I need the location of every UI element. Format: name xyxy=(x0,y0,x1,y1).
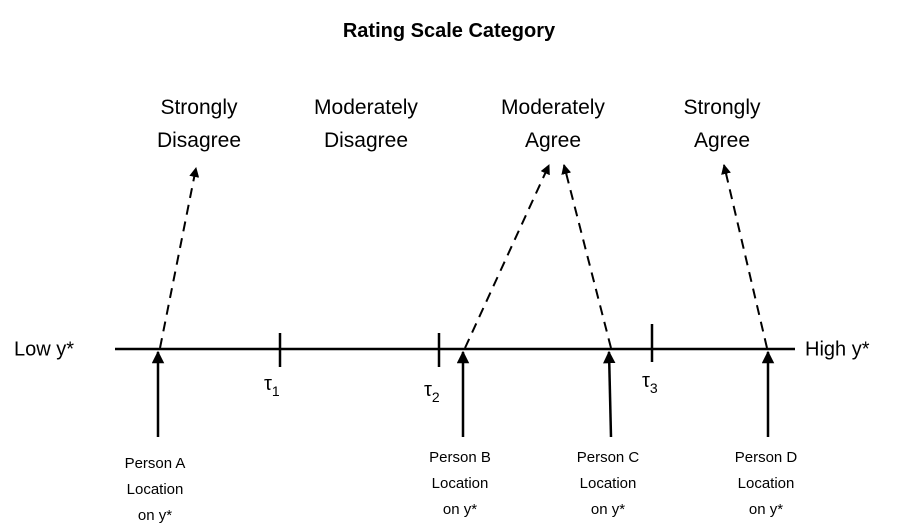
person-label: Person A xyxy=(125,455,186,472)
threshold-subscript: 3 xyxy=(650,380,658,396)
person-label: Location xyxy=(127,481,184,498)
person-label: on y* xyxy=(443,501,477,518)
threshold-symbol: τ xyxy=(264,373,272,395)
category-arrow xyxy=(721,164,768,349)
category-label: Agree xyxy=(694,129,750,152)
category-arrow xyxy=(464,164,550,349)
category-label: Moderately xyxy=(314,96,418,119)
person-label: on y* xyxy=(749,501,783,518)
category-arrow xyxy=(159,167,200,349)
person-label: on y* xyxy=(591,501,625,518)
person-label: Person B xyxy=(429,449,491,466)
category-label: Strongly xyxy=(683,96,761,119)
category-arrow xyxy=(561,164,612,349)
axis-low-label: Low y* xyxy=(14,338,74,360)
threshold-subscript: 2 xyxy=(432,389,440,405)
person-label: Location xyxy=(738,475,795,492)
category-label: Strongly xyxy=(160,96,238,119)
category-label: Disagree xyxy=(157,129,241,152)
person-label: Person C xyxy=(577,449,640,466)
threshold-label: τ3 xyxy=(642,370,658,396)
threshold-symbol: τ xyxy=(642,370,650,392)
category-label: Disagree xyxy=(324,129,408,152)
axis-high-label: High y* xyxy=(805,338,870,360)
person-label: Location xyxy=(432,475,489,492)
location-arrow xyxy=(603,350,616,438)
person-label: Location xyxy=(580,475,637,492)
person-label: on y* xyxy=(138,507,172,524)
title: Rating Scale Category xyxy=(343,20,556,42)
person-label: Person D xyxy=(735,449,798,466)
threshold-label: τ1 xyxy=(264,373,280,399)
threshold-symbol: τ xyxy=(424,379,432,401)
threshold-subscript: 1 xyxy=(272,383,280,399)
category-label: Agree xyxy=(525,129,581,152)
category-label: Moderately xyxy=(501,96,605,119)
threshold-label: τ2 xyxy=(424,379,440,405)
